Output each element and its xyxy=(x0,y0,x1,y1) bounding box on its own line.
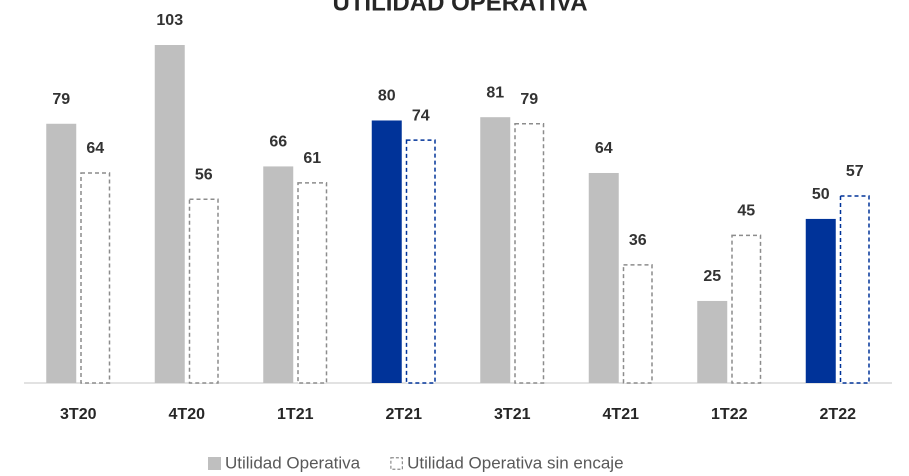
data-label: 79 xyxy=(520,91,538,108)
x-tick-label: 4T20 xyxy=(169,406,206,423)
data-label: 103 xyxy=(156,12,183,29)
data-label: 64 xyxy=(595,140,613,157)
x-tick-label: 1T21 xyxy=(277,406,314,423)
x-tick-label: 4T21 xyxy=(603,406,640,423)
bar xyxy=(697,300,728,383)
legend-swatch xyxy=(208,457,221,470)
bar xyxy=(154,45,185,383)
data-label: 25 xyxy=(703,268,721,285)
bar xyxy=(80,172,111,384)
bar xyxy=(188,198,219,384)
data-label: 66 xyxy=(269,134,287,151)
data-label: 56 xyxy=(195,166,213,183)
bar xyxy=(805,218,836,383)
data-label: 81 xyxy=(486,84,504,101)
bar xyxy=(514,123,545,384)
bar xyxy=(263,166,294,383)
bar xyxy=(731,234,762,384)
data-label: 57 xyxy=(846,163,864,180)
legend-label: Utilidad Operativa sin encaje xyxy=(407,453,623,472)
x-tick-label: 3T20 xyxy=(60,406,97,423)
data-label: 45 xyxy=(737,203,755,220)
data-label: 80 xyxy=(378,88,396,105)
data-label: 79 xyxy=(52,91,70,108)
legend-swatch xyxy=(390,457,403,470)
bar xyxy=(46,123,77,384)
bar xyxy=(371,120,402,383)
bar xyxy=(480,117,511,383)
bar xyxy=(622,264,653,384)
bar xyxy=(405,139,436,384)
x-tick-label: 2T22 xyxy=(820,406,857,423)
x-tick-label: 3T21 xyxy=(494,406,531,423)
data-label: 36 xyxy=(629,232,647,249)
data-label: 50 xyxy=(812,186,830,203)
bar xyxy=(839,195,870,384)
chart-title: UTILIDAD OPERATIVA xyxy=(332,0,587,16)
bar xyxy=(588,172,619,383)
bar xyxy=(297,182,328,384)
data-label: 74 xyxy=(412,107,430,124)
legend-label: Utilidad Operativa xyxy=(225,453,361,472)
data-label: 64 xyxy=(86,140,104,157)
data-label: 61 xyxy=(303,150,321,167)
x-tick-label: 1T22 xyxy=(711,406,748,423)
x-tick-label: 2T21 xyxy=(386,406,423,423)
